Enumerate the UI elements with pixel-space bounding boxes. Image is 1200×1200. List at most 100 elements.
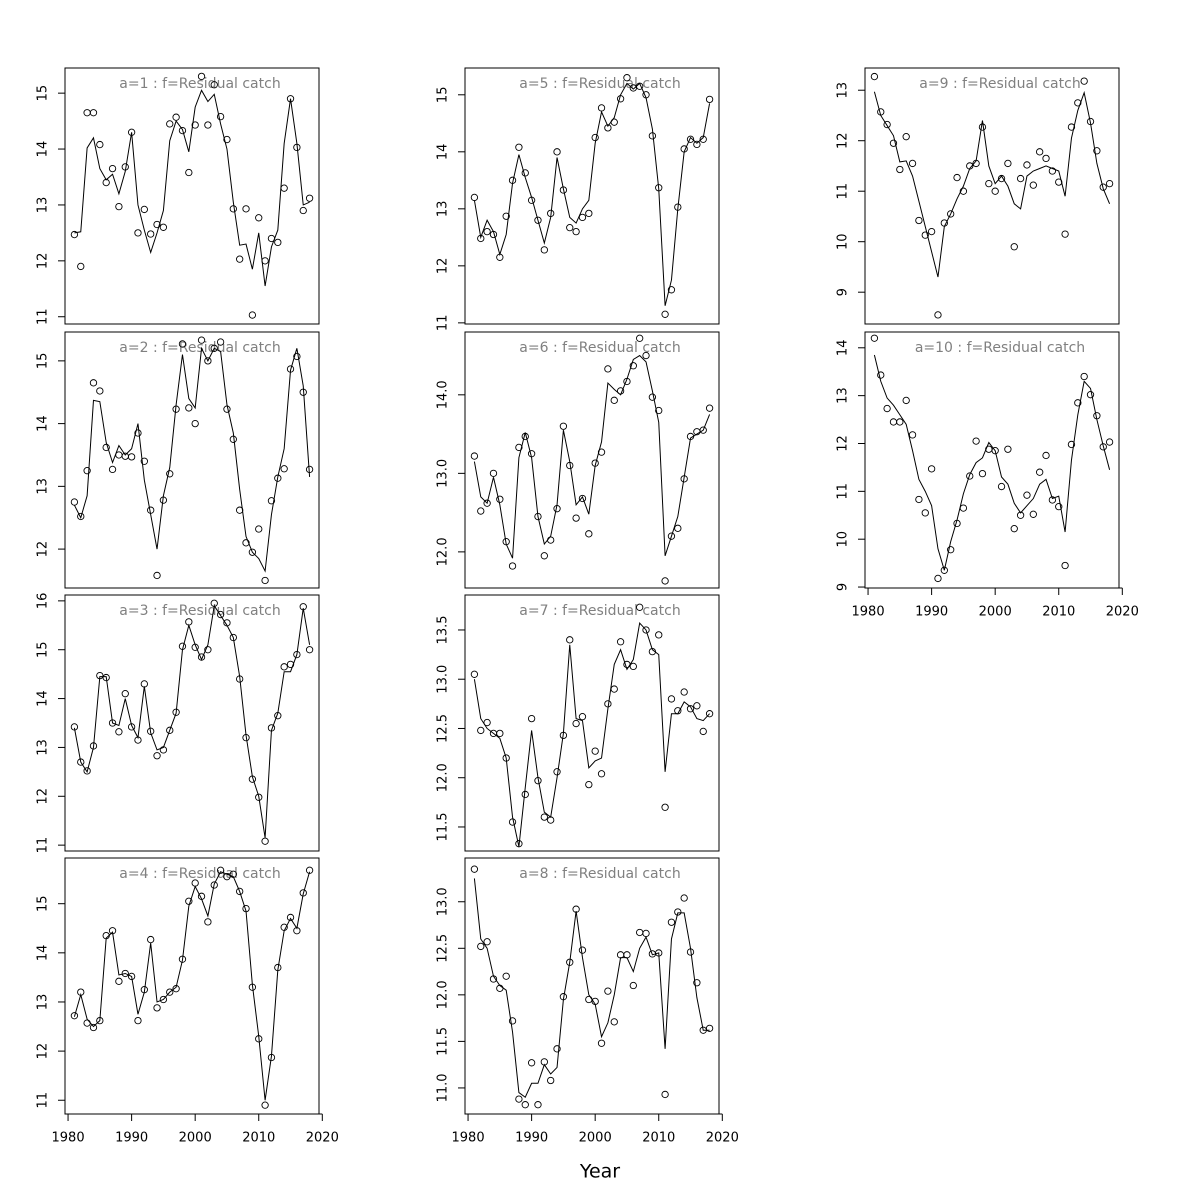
- panel: a=8 : f=Residual catch 11.0 11.5 12.0 12.5 13…: [436, 857, 739, 1146]
- data-point: [115, 728, 123, 736]
- data-point: [1099, 183, 1107, 191]
- data-point: [616, 951, 625, 959]
- data-point: [166, 120, 174, 128]
- data-point: [140, 457, 148, 465]
- data-point: [210, 81, 218, 89]
- data-point: [521, 1101, 529, 1109]
- x-tick-label: 2010: [642, 1131, 675, 1146]
- y-tick-label: 11.5: [436, 1027, 451, 1056]
- data-point: [159, 995, 168, 1004]
- data-point: [578, 946, 587, 954]
- plot-frame: [64, 331, 320, 589]
- data-point: [515, 1095, 523, 1103]
- data-point: [578, 712, 587, 721]
- data-point: [166, 470, 174, 478]
- data-point: [274, 238, 282, 247]
- x-tick-label: 1990: [915, 605, 948, 620]
- data-point: [947, 210, 955, 218]
- plot-frame: [464, 857, 720, 1115]
- data-point: [553, 1045, 561, 1053]
- data-point: [255, 525, 263, 533]
- data-point: [629, 362, 637, 370]
- y-tick-label: 13: [36, 197, 51, 214]
- data-point: [572, 227, 580, 236]
- x-tick-label: 2010: [1042, 605, 1075, 620]
- data-point: [896, 418, 904, 426]
- data-point: [216, 610, 225, 619]
- data-point: [508, 818, 517, 826]
- data-point: [527, 1059, 536, 1067]
- y-tick-label: 13: [436, 201, 451, 218]
- x-tick-label: 2000: [579, 1131, 612, 1146]
- data-point: [261, 576, 269, 585]
- plot-frame: [464, 331, 720, 589]
- data-point: [908, 159, 917, 168]
- data-point: [508, 1017, 517, 1025]
- y-tick-label: 15: [36, 85, 51, 102]
- data-point: [166, 726, 174, 734]
- data-point: [1029, 181, 1037, 189]
- data-point: [591, 133, 599, 142]
- data-point: [1004, 445, 1012, 453]
- data-point: [686, 705, 695, 713]
- fit-line: [873, 90, 1111, 278]
- data-point: [667, 532, 676, 540]
- x-tick-label: 1980: [452, 1131, 485, 1146]
- data-point: [985, 179, 993, 188]
- panel: a=3 : f=Residual catch 11 12 13 14 15 16: [36, 593, 320, 853]
- data-point: [204, 918, 212, 926]
- data-point: [870, 334, 879, 342]
- data-point: [534, 1101, 542, 1109]
- data-point: [210, 344, 218, 352]
- y-tick-label: 13.0: [436, 887, 451, 916]
- data-point: [705, 1024, 714, 1033]
- data-point: [515, 840, 523, 848]
- data-point: [89, 1023, 98, 1032]
- y-tick-label: 12.5: [436, 934, 451, 963]
- data-point: [877, 371, 885, 379]
- data-point: [83, 467, 91, 475]
- data-point: [591, 747, 599, 755]
- data-point: [248, 311, 257, 319]
- plot-frame: [864, 67, 1120, 325]
- data-point: [699, 727, 707, 736]
- y-tick-label: 13: [36, 478, 51, 495]
- data-point: [267, 497, 276, 505]
- data-point: [147, 727, 155, 735]
- data-point: [83, 109, 91, 117]
- data-point: [527, 714, 536, 723]
- data-point: [210, 881, 218, 889]
- data-point: [934, 311, 942, 319]
- data-point: [661, 310, 669, 318]
- y-tick-label: 12: [36, 253, 51, 270]
- data-point: [636, 334, 644, 342]
- y-tick-label: 11: [836, 183, 851, 200]
- data-point: [172, 113, 180, 121]
- data-point: [153, 752, 161, 760]
- panel: a=9 : f=Residual catch 9 10 11 12 13: [836, 67, 1120, 325]
- data-point: [280, 663, 288, 671]
- data-point: [121, 452, 129, 460]
- data-point: [915, 495, 923, 504]
- data-point: [197, 72, 206, 81]
- data-point: [655, 631, 663, 639]
- x-tick-label: 2020: [306, 1131, 339, 1146]
- data-point: [483, 227, 491, 236]
- data-point: [642, 929, 650, 938]
- data-point: [185, 897, 193, 905]
- data-point: [159, 223, 168, 231]
- y-tick-label: 12.5: [436, 714, 451, 743]
- y-tick-label: 10: [836, 233, 851, 250]
- plot-frame: [864, 331, 1120, 589]
- data-point: [121, 690, 129, 698]
- plot-frame: [64, 67, 320, 325]
- data-point: [470, 452, 479, 460]
- data-point: [70, 498, 79, 506]
- data-point: [489, 469, 498, 477]
- panel-title: a=1 : f=Residual catch: [119, 76, 280, 92]
- x-tick-label: 1990: [115, 1131, 148, 1146]
- y-tick-label: 15: [36, 895, 51, 912]
- panel-title: a=7 : f=Residual catch: [519, 603, 680, 619]
- data-point: [178, 340, 187, 348]
- data-point: [661, 577, 669, 585]
